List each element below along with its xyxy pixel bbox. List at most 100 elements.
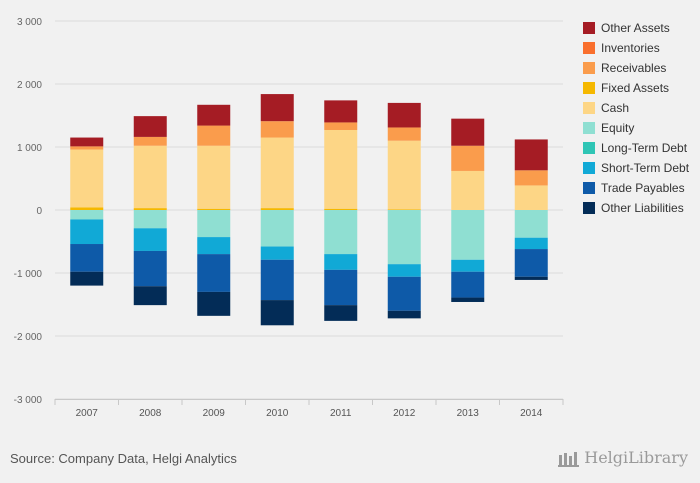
brand-name: HelgiLibrary — [584, 448, 688, 467]
bar-segment — [260, 94, 294, 122]
legend-item[interactable]: Inventories — [583, 38, 700, 58]
bar-segment — [133, 145, 167, 209]
bar-segment — [324, 208, 358, 210]
bar-segment — [133, 286, 167, 306]
bar-segment — [197, 291, 231, 316]
legend-item[interactable]: Other Liabilities — [583, 198, 700, 218]
source-note: Source: Company Data, Helgi Analytics — [10, 451, 237, 466]
bar-segment — [133, 228, 167, 251]
bar-segment — [514, 139, 548, 171]
legend-label: Short-Term Debt — [601, 161, 690, 175]
bar-segment — [133, 250, 167, 287]
bar-segment — [260, 259, 294, 301]
legend-swatch — [583, 202, 595, 214]
bar-segment — [387, 264, 421, 277]
bar-segment — [70, 210, 104, 220]
bar-segment — [514, 249, 548, 277]
y-tick-label: 0 — [36, 206, 42, 217]
bar-segment — [197, 104, 231, 126]
bar-segment — [387, 276, 421, 311]
bar-segment — [324, 210, 358, 255]
bar-segment — [133, 208, 167, 210]
y-tick-label: -1 000 — [14, 269, 43, 280]
legend-label: Equity — [601, 121, 635, 135]
legend-label: Receivables — [601, 61, 667, 75]
bar-segment — [387, 102, 421, 128]
bar-segment — [70, 244, 104, 272]
bar-segment — [451, 170, 485, 210]
y-tick-label: 1 000 — [17, 143, 42, 154]
bar-segment — [514, 237, 548, 250]
legend-item[interactable]: Other Assets — [583, 18, 700, 38]
bar-segment — [451, 210, 485, 260]
bar-segment — [197, 210, 231, 238]
bar-segment — [387, 127, 421, 141]
bar-segment — [387, 210, 421, 265]
legend-swatch — [583, 182, 595, 194]
y-tick-label: -2 000 — [14, 332, 43, 343]
legend-swatch — [583, 82, 595, 94]
bar-segment — [324, 305, 358, 321]
legend-item[interactable]: Fixed Assets — [583, 78, 700, 98]
legend-label: Cash — [601, 101, 630, 115]
bar-segment — [260, 246, 294, 260]
bar-segment — [324, 129, 358, 209]
bar-segment — [260, 137, 294, 209]
legend-label: Inventories — [601, 41, 660, 55]
bar-segment — [514, 170, 548, 186]
bar-segment — [70, 207, 104, 210]
legend-swatch — [583, 22, 595, 34]
legend-label: Other Liabilities — [601, 201, 684, 215]
x-tick-label: 2009 — [203, 408, 226, 419]
y-tick-label: 3 000 — [17, 17, 42, 28]
bar-segment — [451, 145, 485, 171]
legend-item[interactable]: Trade Payables — [583, 178, 700, 198]
bar-segment — [324, 100, 358, 123]
chart-legend: Other Assets Inventories Receivables Fixed … — [583, 18, 700, 218]
bar-segment — [260, 121, 294, 138]
legend-item[interactable]: Receivables — [583, 58, 700, 78]
bar-segment — [70, 137, 104, 147]
legend-item[interactable]: Equity — [583, 118, 700, 138]
bar-segment — [260, 300, 294, 326]
bar-segment — [133, 136, 167, 146]
bar-segment — [451, 271, 485, 298]
chart-area: 3 000 2 000 1 000 0 -1 000 -2 000 -3 000 2007 20… — [14, 17, 564, 419]
bar-segment — [260, 208, 294, 210]
bar-segment — [197, 145, 231, 209]
bar-segment — [197, 125, 231, 146]
legend-swatch — [583, 142, 595, 154]
legend-swatch — [583, 102, 595, 114]
x-tick-label: 2011 — [330, 408, 352, 419]
y-tick-label: 2 000 — [17, 80, 42, 91]
bar-segment — [133, 116, 167, 137]
bar-segment — [387, 140, 421, 210]
bar-segment — [324, 254, 358, 270]
x-tick-label: 2007 — [76, 408, 99, 419]
library-icon — [558, 451, 580, 467]
bar-segment — [514, 276, 548, 280]
bar-segment — [451, 118, 485, 146]
bar-segment — [387, 310, 421, 319]
legend-item[interactable]: Long-Term Debt — [583, 138, 700, 158]
bar-segment — [197, 237, 231, 255]
legend-swatch — [583, 62, 595, 74]
legend-label: Long-Term Debt — [601, 141, 688, 155]
x-tick-label: 2013 — [457, 408, 480, 419]
legend-label: Fixed Assets — [601, 81, 670, 95]
legend-label: Trade Payables — [601, 181, 685, 195]
brand-logo: HelgiLibrary — [558, 448, 688, 467]
bar-segment — [197, 254, 231, 292]
legend-item[interactable]: Short-Term Debt — [583, 158, 700, 178]
stacked-bar-chart: 3 000 2 000 1 000 0 -1 000 -2 000 -3 000 2007 20… — [14, 17, 564, 419]
bar-segment — [70, 219, 104, 245]
x-tick-label: 2012 — [393, 408, 416, 419]
legend-swatch — [583, 122, 595, 134]
bar-segment — [324, 269, 358, 306]
bar-segment — [387, 209, 421, 210]
bar-segment — [197, 208, 231, 210]
legend-swatch — [583, 162, 595, 174]
legend-item[interactable]: Cash — [583, 98, 700, 118]
bar-segment — [514, 210, 548, 238]
y-tick-label: -3 000 — [14, 395, 43, 406]
